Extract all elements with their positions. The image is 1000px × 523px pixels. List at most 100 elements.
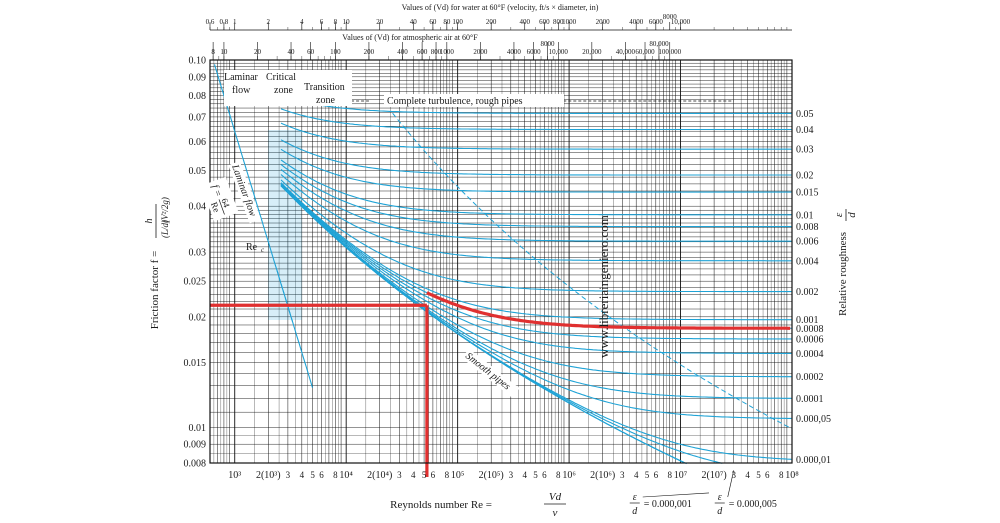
laminar-equation-num: 64 (219, 197, 232, 209)
top-axis-2-tick-label: 60 (307, 48, 315, 56)
y-axis-title-den-left: (L/d) (160, 220, 170, 238)
top-axis-2-tick-label: 40 (288, 48, 296, 56)
critical-zone-label: zone (274, 85, 293, 96)
critical-zone-band (268, 130, 302, 320)
highlight-roughness-curve (426, 291, 791, 330)
y-tick-label: 0.02 (189, 312, 207, 323)
right-axis-title: Relative roughness (837, 232, 849, 316)
top-axis-2-tick-label: 10,000 (549, 48, 569, 56)
top-axis-1-tick-label: 80 (443, 18, 451, 26)
roughness-curve (280, 108, 792, 131)
y-tick-label: 0.07 (189, 112, 207, 123)
chart-curves (213, 64, 792, 465)
x-tick-label: 8 (556, 470, 561, 480)
y-axis-title: Friction factor f = (149, 251, 161, 330)
watermark: www.libreriaingeniero.com (596, 215, 611, 358)
roughness-label: 0.0004 (796, 349, 824, 360)
complete-turbulence-boundary (392, 112, 792, 429)
smooth-pipe-curve (280, 185, 685, 464)
roughness-curve (280, 159, 792, 216)
laminar-extension (276, 270, 293, 322)
roughness-curve (280, 184, 792, 354)
top-axis-2-tick-label: 200 (364, 48, 375, 56)
roughness-label: 0.002 (796, 287, 819, 298)
top-axis-1-tick-label: 6000 (649, 18, 664, 26)
x-tick-label: 6 (542, 470, 547, 480)
x-tick-label: 2(10⁵) (479, 470, 504, 481)
roughness-label: 0.004 (796, 256, 819, 267)
x-tick-label: 10⁷ (674, 470, 688, 481)
complete-turbulence-background (384, 94, 564, 107)
extra-curve-label-num: ε (718, 492, 722, 503)
roughness-label: 0.01 (796, 210, 814, 221)
x-tick-label: 10⁶ (562, 470, 576, 481)
top-axis-2-tick-label: 60,000 (635, 48, 655, 56)
top-axis-1-tick-label: 8000 (663, 13, 678, 21)
right-axis-title-den: d (846, 212, 858, 218)
x-tick-label: 6 (319, 470, 324, 480)
top-axis-1-tick-label: 40 (410, 18, 418, 26)
roughness-label: 0.000,01 (796, 455, 831, 466)
x-tick-label: 10⁸ (785, 470, 799, 481)
top-axis-1-tick-label: 400 (519, 18, 530, 26)
roughness-curve (280, 122, 792, 150)
laminar-equation-background (201, 176, 239, 222)
x-tick-label: 5 (422, 470, 427, 480)
chart-frame (209, 22, 793, 464)
transition-zone-label: zone (316, 95, 335, 106)
laminar-equation-bar (218, 199, 225, 215)
y-axis-title-den-right: (V²/2g) (160, 197, 170, 223)
x-tick-label: 5 (310, 470, 315, 480)
roughness-label: 0.03 (796, 145, 814, 156)
top-axis-1-tick-label: 20 (376, 18, 384, 26)
top-axis-2-tick-label: 400 (397, 48, 408, 56)
right-axis-title-num: ε (833, 212, 845, 217)
roughness-label: 0.0006 (796, 334, 824, 345)
top-axis-2-tick-label: 4000 (507, 48, 522, 56)
roughness-label: 0.008 (796, 222, 819, 233)
y-tick-label: 0.008 (184, 459, 207, 470)
x-tick-label: 2(10⁴) (367, 470, 392, 481)
watermark-text: www.libreriaingeniero.com (596, 215, 611, 358)
x-tick-label: 4 (634, 470, 639, 480)
x-tick-label: 3 (397, 470, 402, 480)
highlight-lines (210, 291, 791, 477)
roughness-curve (280, 148, 792, 193)
x-axis-title: Reynolds number Re = (390, 499, 492, 511)
roughness-label: 0.006 (796, 237, 819, 248)
y-tick-label: 0.015 (184, 358, 207, 369)
x-tick-label: 3 (620, 470, 625, 480)
y-tick-label: 0.08 (189, 91, 207, 102)
top-axis-1-tick-label: 0.8 (220, 18, 229, 26)
top-axis-2-tick-label: 8 (211, 48, 215, 56)
roughness-curve (280, 95, 792, 114)
x-tick-label: 2(10³) (256, 470, 281, 481)
x-tick-label: 5 (645, 470, 650, 480)
roughness-label: 0.001 (796, 315, 819, 326)
x-tick-label: 8 (667, 470, 672, 480)
extra-curve-label-num: ε (633, 492, 637, 503)
extra-curve-label-value: = 0.000,005 (729, 499, 777, 510)
roughness-curve (280, 164, 792, 228)
x-tick-label: 10⁵ (451, 470, 465, 481)
extra-curve-label-den: d (717, 506, 723, 517)
top-axis-1-tick-label: 2000 (596, 18, 611, 26)
x-tick-label: 8 (779, 470, 784, 480)
top-axis-2-tick-label: 40,000 (616, 48, 636, 56)
x-tick-label: 6 (765, 470, 770, 480)
y-tick-label: 0.05 (189, 166, 207, 177)
x-tick-label: 8 (333, 470, 338, 480)
laminar-equation-eq: = (211, 189, 223, 198)
roughness-curve (280, 139, 792, 176)
top-axis-2-tick-label: 2000 (473, 48, 488, 56)
top-axis-2-tick-label: 600 (417, 48, 428, 56)
roughness-label: 0.02 (796, 171, 814, 182)
top-axis-1-tick-label: 1000 (562, 18, 577, 26)
top-axis-2-tick-label: 20,000 (582, 48, 602, 56)
x-tick-label: 6 (654, 470, 659, 480)
x-tick-label: 2(10⁶) (590, 470, 615, 481)
roughness-curve (280, 174, 792, 262)
top-axis-1-tick-label: 6 (320, 18, 324, 26)
roughness-label: 0.04 (796, 125, 814, 136)
chart-grid (209, 59, 793, 464)
